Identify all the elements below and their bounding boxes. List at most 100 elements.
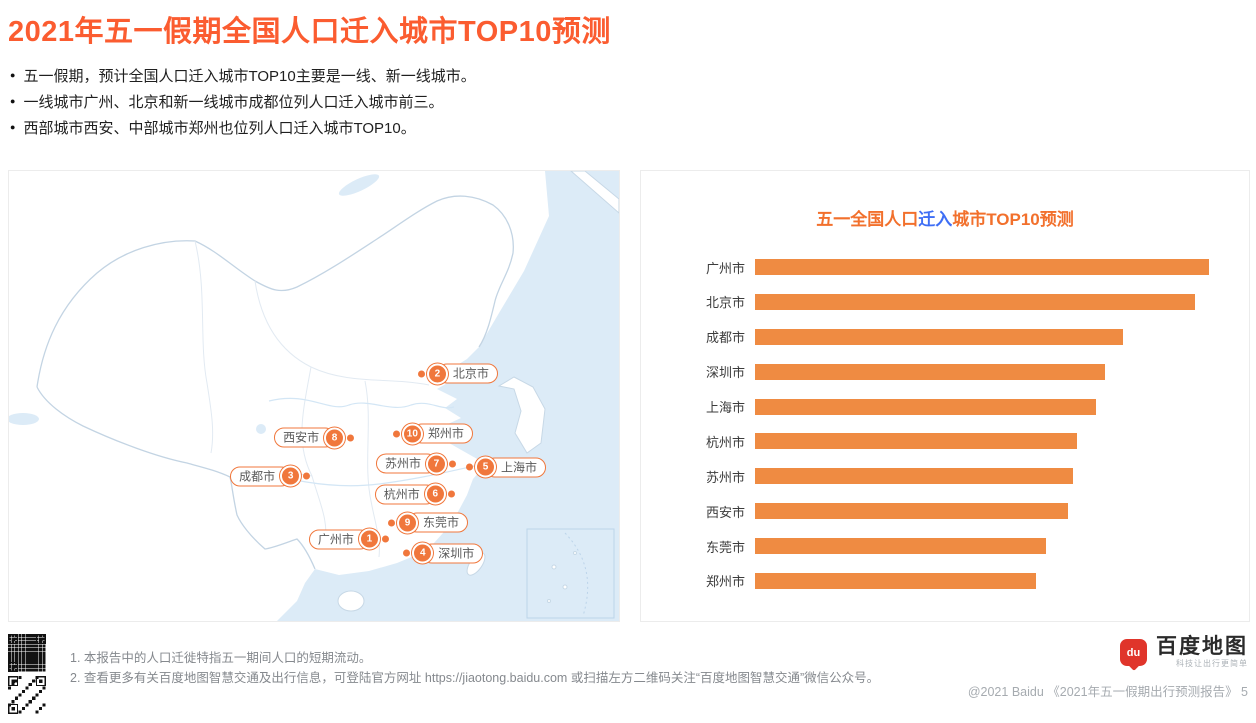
city-marker-6: 杭州市 6 [374, 483, 457, 505]
city-dot-icon [447, 490, 455, 498]
chart-row: 西安市 [641, 499, 1249, 523]
bar-track [755, 328, 1209, 345]
rank-badge: 10 [401, 423, 423, 445]
bar-track [755, 468, 1209, 485]
bar-category-label: 广州市 [705, 260, 745, 276]
chart-row: 深圳市 [641, 360, 1249, 384]
city-dot-icon [403, 549, 411, 557]
bullet-item: ● 西部城市西安、中部城市郑州也位列人口迁入城市TOP10。 [10, 114, 476, 140]
city-marker-3: 成都市 3 [230, 465, 312, 487]
bar-track [755, 398, 1209, 415]
logo-brand: 百度地图 [1156, 635, 1248, 658]
footnote-number: 1. [70, 651, 81, 665]
china-border-north [36, 195, 514, 388]
bar-track [755, 538, 1209, 554]
city-dot-icon [387, 519, 395, 527]
city-name-label: 上海市 [485, 457, 547, 478]
rank-badge: 9 [396, 512, 418, 534]
footnotes: 1. 本报告中的人口迁徙特指五一期间人口的短期流动。 2. 查看更多有关百度地图… [70, 648, 879, 688]
city-marker-8: 西安市 8 [274, 427, 356, 449]
bullet-text: 五一假期，预计全国人口迁入城市TOP10主要是一线、新一线城市。 [23, 67, 476, 85]
south-china-sea-inset [526, 528, 615, 619]
qr-column [8, 634, 46, 714]
chart-title-highlight: 迁入 [918, 210, 953, 229]
chart-row: 上海市 [641, 395, 1249, 419]
bar-track [755, 259, 1209, 275]
rank-badge: 6 [424, 483, 446, 505]
copyright: @2021 Baidu 《2021年五一假期出行预测报告》 5 [967, 685, 1248, 699]
bar-track [755, 572, 1209, 589]
rank-badge: 4 [412, 542, 434, 564]
bar [755, 259, 1209, 275]
page-title: 2021年五一假期全国人口迁入城市TOP10预测 [8, 16, 611, 48]
qr-code-icon [8, 676, 46, 714]
footnote-text: 查看更多有关百度地图智慧交通及出行信息，可登陆官方网址 https://jiao… [83, 671, 880, 685]
pin-text: du [1126, 646, 1141, 659]
chart-row: 苏州市 [641, 464, 1249, 488]
hainan-island [337, 590, 365, 612]
city-name-label: 郑州市 [411, 423, 473, 444]
bullet-text: 一线城市广州、北京和新一线城市成都位列人口迁入城市前三。 [23, 93, 444, 111]
yellow-river [268, 397, 455, 409]
logo-tagline: 科技让出行更简单 [1176, 659, 1248, 668]
bar-category-label: 北京市 [705, 295, 745, 311]
city-dot-icon [347, 434, 355, 442]
rank-badge: 2 [426, 363, 448, 385]
city-name-label: 成都市 [230, 466, 292, 487]
bar-track [755, 293, 1209, 310]
chart-panel: 五一全国人口迁入城市TOP10预测 广州市北京市成都市深圳市上海市杭州市苏州市西… [640, 170, 1250, 622]
map-pin-icon: du [1120, 639, 1147, 666]
qr-code-icon [8, 634, 46, 672]
bullet-item: ● 五一假期，预计全国人口迁入城市TOP10主要是一线、新一线城市。 [10, 62, 476, 88]
summary-bullets: ● 五一假期，预计全国人口迁入城市TOP10主要是一线、新一线城市。 ● 一线城市广… [10, 62, 476, 140]
city-name-label: 东莞市 [406, 512, 468, 533]
sea-area [277, 171, 619, 621]
bar [755, 468, 1073, 485]
bar-category-label: 深圳市 [705, 365, 745, 381]
bar-category-label: 郑州市 [705, 574, 745, 590]
rank-badge: 5 [475, 456, 497, 478]
city-marker-5: 5 上海市 [464, 456, 547, 478]
bar-category-label: 西安市 [705, 504, 745, 520]
bar [755, 363, 1105, 380]
bullet-item: ● 一线城市广州、北京和新一线城市成都位列人口迁入城市前三。 [10, 88, 476, 114]
city-marker-10: 10 郑州市 [391, 423, 473, 445]
city-name-label: 苏州市 [375, 453, 437, 474]
rank-badge: 8 [324, 427, 346, 449]
city-marker-9: 9 东莞市 [386, 512, 468, 534]
city-name-label: 北京市 [436, 363, 498, 384]
bullet-icon: ● [10, 122, 16, 132]
chart-title-suffix: 城市TOP10预测 [952, 210, 1074, 229]
bar-track [755, 503, 1209, 520]
rank-badge: 3 [280, 465, 302, 487]
chart-row: 成都市 [641, 325, 1249, 349]
logo-text: 百度地图 科技让出行更简单 [1156, 636, 1248, 669]
bar-category-label: 杭州市 [705, 434, 745, 450]
bar-category-label: 成都市 [705, 330, 745, 346]
chart-row: 北京市 [641, 290, 1249, 314]
bar [755, 293, 1196, 310]
bar [755, 572, 1037, 589]
map-panel: 广州市 1 2 北京市 成都市 3 4 深圳市 5 上海市 杭州市 6 苏州市 7 西安市 8 9 东莞市 10 郑州… [8, 170, 620, 622]
bar-chart: 广州市北京市成都市深圳市上海市杭州市苏州市西安市东莞市郑州市 [641, 255, 1249, 593]
footer-right: du 百度地图 科技让出行更简单 @2021 Baidu 《2021年五一假期出… [968, 634, 1248, 700]
chart-row: 东莞市 [641, 534, 1249, 558]
baidu-maps-logo: du 百度地图 科技让出行更简单 [1120, 636, 1248, 669]
city-marker-2: 2 北京市 [416, 363, 498, 385]
chart-row: 广州市 [641, 255, 1249, 279]
chart-title: 五一全国人口迁入城市TOP10预测 [641, 205, 1249, 230]
footnote-text: 本报告中的人口迁徙特指五一期间人口的短期流动。 [83, 651, 372, 665]
chart-row: 郑州市 [641, 569, 1249, 593]
city-dot-icon [303, 472, 311, 480]
bar [755, 398, 1096, 415]
city-name-label: 西安市 [274, 427, 336, 448]
city-marker-7: 苏州市 7 [375, 453, 458, 474]
bar [755, 433, 1078, 450]
city-name-label: 广州市 [308, 529, 370, 550]
city-marker-1: 广州市 1 [308, 528, 391, 550]
city-name-label: 深圳市 [422, 543, 484, 564]
korea-peninsula [497, 376, 546, 454]
china-border-south [36, 386, 316, 570]
city-dot-icon [381, 535, 389, 543]
bar [755, 538, 1046, 554]
